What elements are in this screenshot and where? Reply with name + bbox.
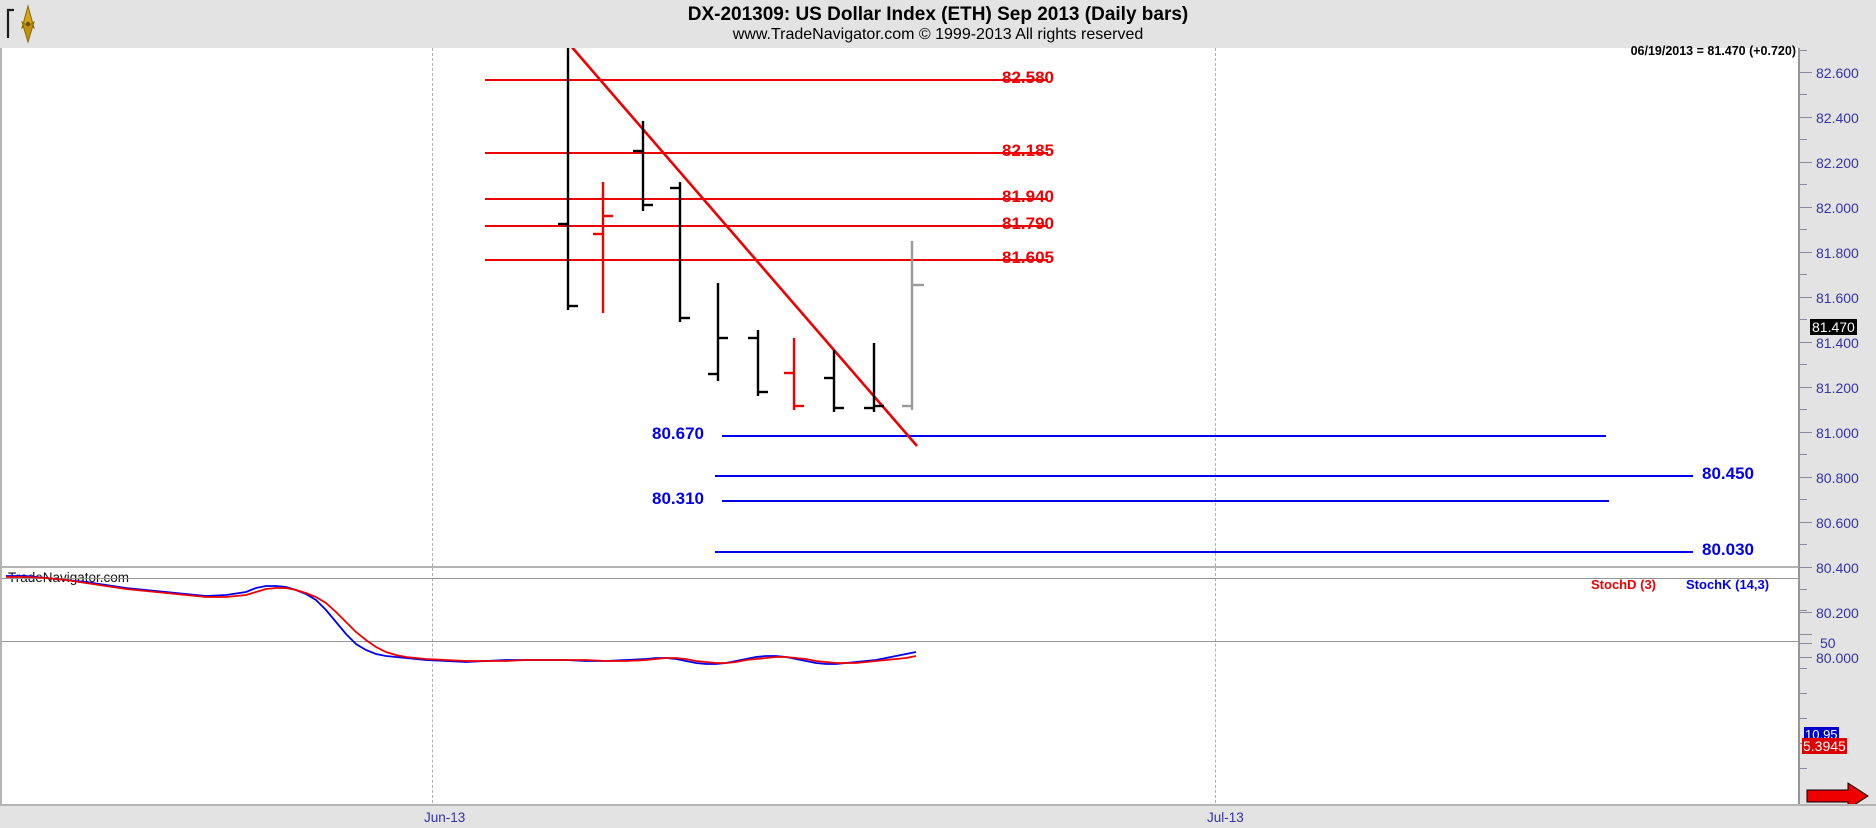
axis-minor-tick: [1800, 319, 1807, 320]
stochastic-lines: [6, 575, 917, 665]
axis-minor-tick: [1800, 454, 1807, 455]
chart-header: DX-201309: US Dollar Index (ETH) Sep 201…: [0, 0, 1876, 48]
support-label-80670: 80.670: [652, 424, 704, 443]
quote-readout: 06/19/2013 = 81.470 (+0.720): [1630, 44, 1796, 58]
stoch-axis-tick-50: 50: [1820, 635, 1836, 651]
resistance-line-81605[interactable]: [485, 259, 1048, 261]
resistance-label-81605: 81.605: [1002, 248, 1054, 267]
axis-tickmark: [1800, 477, 1812, 478]
right-arrow-icon: [1806, 782, 1869, 810]
support-label-80030: 80.030: [1702, 540, 1754, 559]
axis-minor-tick: [1800, 94, 1807, 95]
axis-tick-82200: 82.200: [1816, 155, 1859, 171]
axis-tick-81600: 81.600: [1816, 290, 1859, 306]
resistance-label-81790: 81.790: [1002, 214, 1054, 233]
stoch-d-value-badge: 5.3945: [1802, 738, 1847, 754]
axis-tick-82400: 82.400: [1816, 110, 1859, 126]
axis-minor-tick: [1800, 589, 1807, 590]
axis-tick-80800: 80.800: [1816, 470, 1859, 486]
axis-tick-81200: 81.200: [1816, 380, 1859, 396]
support-line-80450[interactable]: [715, 475, 1693, 477]
axis-minor-tick: [1800, 184, 1807, 185]
resistance-line-82185[interactable]: [485, 152, 1048, 154]
support-label-80450: 80.450: [1702, 464, 1754, 483]
axis-tick-80000: 80.000: [1816, 650, 1859, 666]
axis-tickmark: [1800, 297, 1812, 298]
axis-minor-tick: [1800, 544, 1807, 545]
stoch-level-upper: [2, 578, 1802, 579]
resistance-line-81940[interactable]: [485, 198, 1048, 200]
resistance-label-82185: 82.185: [1002, 141, 1054, 160]
resistance-label-81940: 81.940: [1002, 187, 1054, 206]
axis-tickmark: [1800, 657, 1812, 658]
gridline-jun: [432, 48, 433, 566]
axis-tickmark: [1800, 432, 1812, 433]
axis-tickmark: [1800, 612, 1812, 613]
stochastic-panel[interactable]: TradeNavigator.com StochD (3) StochK (14…: [0, 566, 1802, 808]
stoch-axis-tickmark-50: [1800, 643, 1812, 644]
stoch-axis-minor-tick: [1800, 610, 1807, 611]
support-line-80030[interactable]: [715, 551, 1693, 553]
support-label-80310: 80.310: [652, 489, 704, 508]
axis-minor-tick: [1800, 229, 1807, 230]
axis-tickmark: [1800, 387, 1812, 388]
axis-tickmark: [1800, 567, 1812, 568]
date-label-jul: Jul-13: [1207, 810, 1244, 825]
axis-tick-81800: 81.800: [1816, 245, 1859, 261]
axis-tick-80600: 80.600: [1816, 515, 1859, 531]
axis-tickmark: [1800, 162, 1812, 163]
resistance-line-82580[interactable]: [485, 79, 1048, 81]
axis-tickmark: [1800, 72, 1812, 73]
axis-tick-80400: 80.400: [1816, 560, 1859, 576]
axis-minor-tick: [1800, 364, 1807, 365]
axis-tickmark: [1800, 252, 1812, 253]
price-chart-panel[interactable]: 82.580 82.185 81.940 81.790 81.605 80.67…: [0, 36, 1802, 566]
axis-tickmark: [1800, 342, 1812, 343]
axis-minor-tick: [1800, 274, 1807, 275]
support-line-80310[interactable]: [722, 500, 1609, 502]
date-axis[interactable]: Jun-13 Jul-13: [0, 804, 1876, 828]
stoch-axis-minor-tick: [1800, 768, 1807, 769]
axis-tick-80200: 80.200: [1816, 605, 1859, 621]
price-axis[interactable]: 82.600 82.400 82.200 82.000 81.800 81.60…: [1798, 48, 1876, 810]
page-title: DX-201309: US Dollar Index (ETH) Sep 201…: [687, 4, 1189, 25]
stoch-axis-minor-tick: [1800, 668, 1807, 669]
date-label-jun: Jun-13: [424, 810, 466, 825]
support-line-80670[interactable]: [722, 435, 1606, 437]
stoch-axis-minor-tick: [1800, 718, 1807, 719]
copyright-subtitle: www.TradeNavigator.com © 1999-2013 All r…: [732, 26, 1144, 43]
stoch-d-legend: StochD (3): [1591, 577, 1656, 592]
current-price-badge: 81.470: [1810, 319, 1857, 335]
axis-tickmark: [1800, 117, 1812, 118]
axis-tickmark: [1800, 207, 1812, 208]
stoch-k-legend: StochK (14,3): [1686, 577, 1770, 592]
stoch-level-lower: [2, 641, 1802, 642]
resistance-label-82580: 82.580: [1002, 68, 1054, 87]
axis-tick-81000: 81.000: [1816, 425, 1859, 441]
stoch-axis-minor-tick: [1800, 693, 1807, 694]
resistance-line-81790[interactable]: [485, 225, 1048, 227]
axis-tick-82000: 82.000: [1816, 200, 1859, 216]
stoch-gridline-jun: [432, 568, 433, 808]
watermark-text: TradeNavigator.com: [8, 570, 130, 585]
axis-minor-tick: [1800, 499, 1807, 500]
stoch-axis-tickmark: [1800, 634, 1812, 635]
ohlc-bars: [558, 36, 924, 447]
axis-tick-82600: 82.600: [1816, 65, 1859, 81]
trade-navigator-logo-icon: [4, 2, 48, 46]
stoch-gridline-jul: [1215, 568, 1216, 808]
axis-minor-tick: [1800, 50, 1807, 51]
axis-tickmark: [1800, 522, 1812, 523]
gridline-jul: [1215, 48, 1216, 566]
axis-tick-81400: 81.400: [1816, 335, 1859, 351]
axis-minor-tick: [1800, 409, 1807, 410]
axis-minor-tick: [1800, 139, 1807, 140]
